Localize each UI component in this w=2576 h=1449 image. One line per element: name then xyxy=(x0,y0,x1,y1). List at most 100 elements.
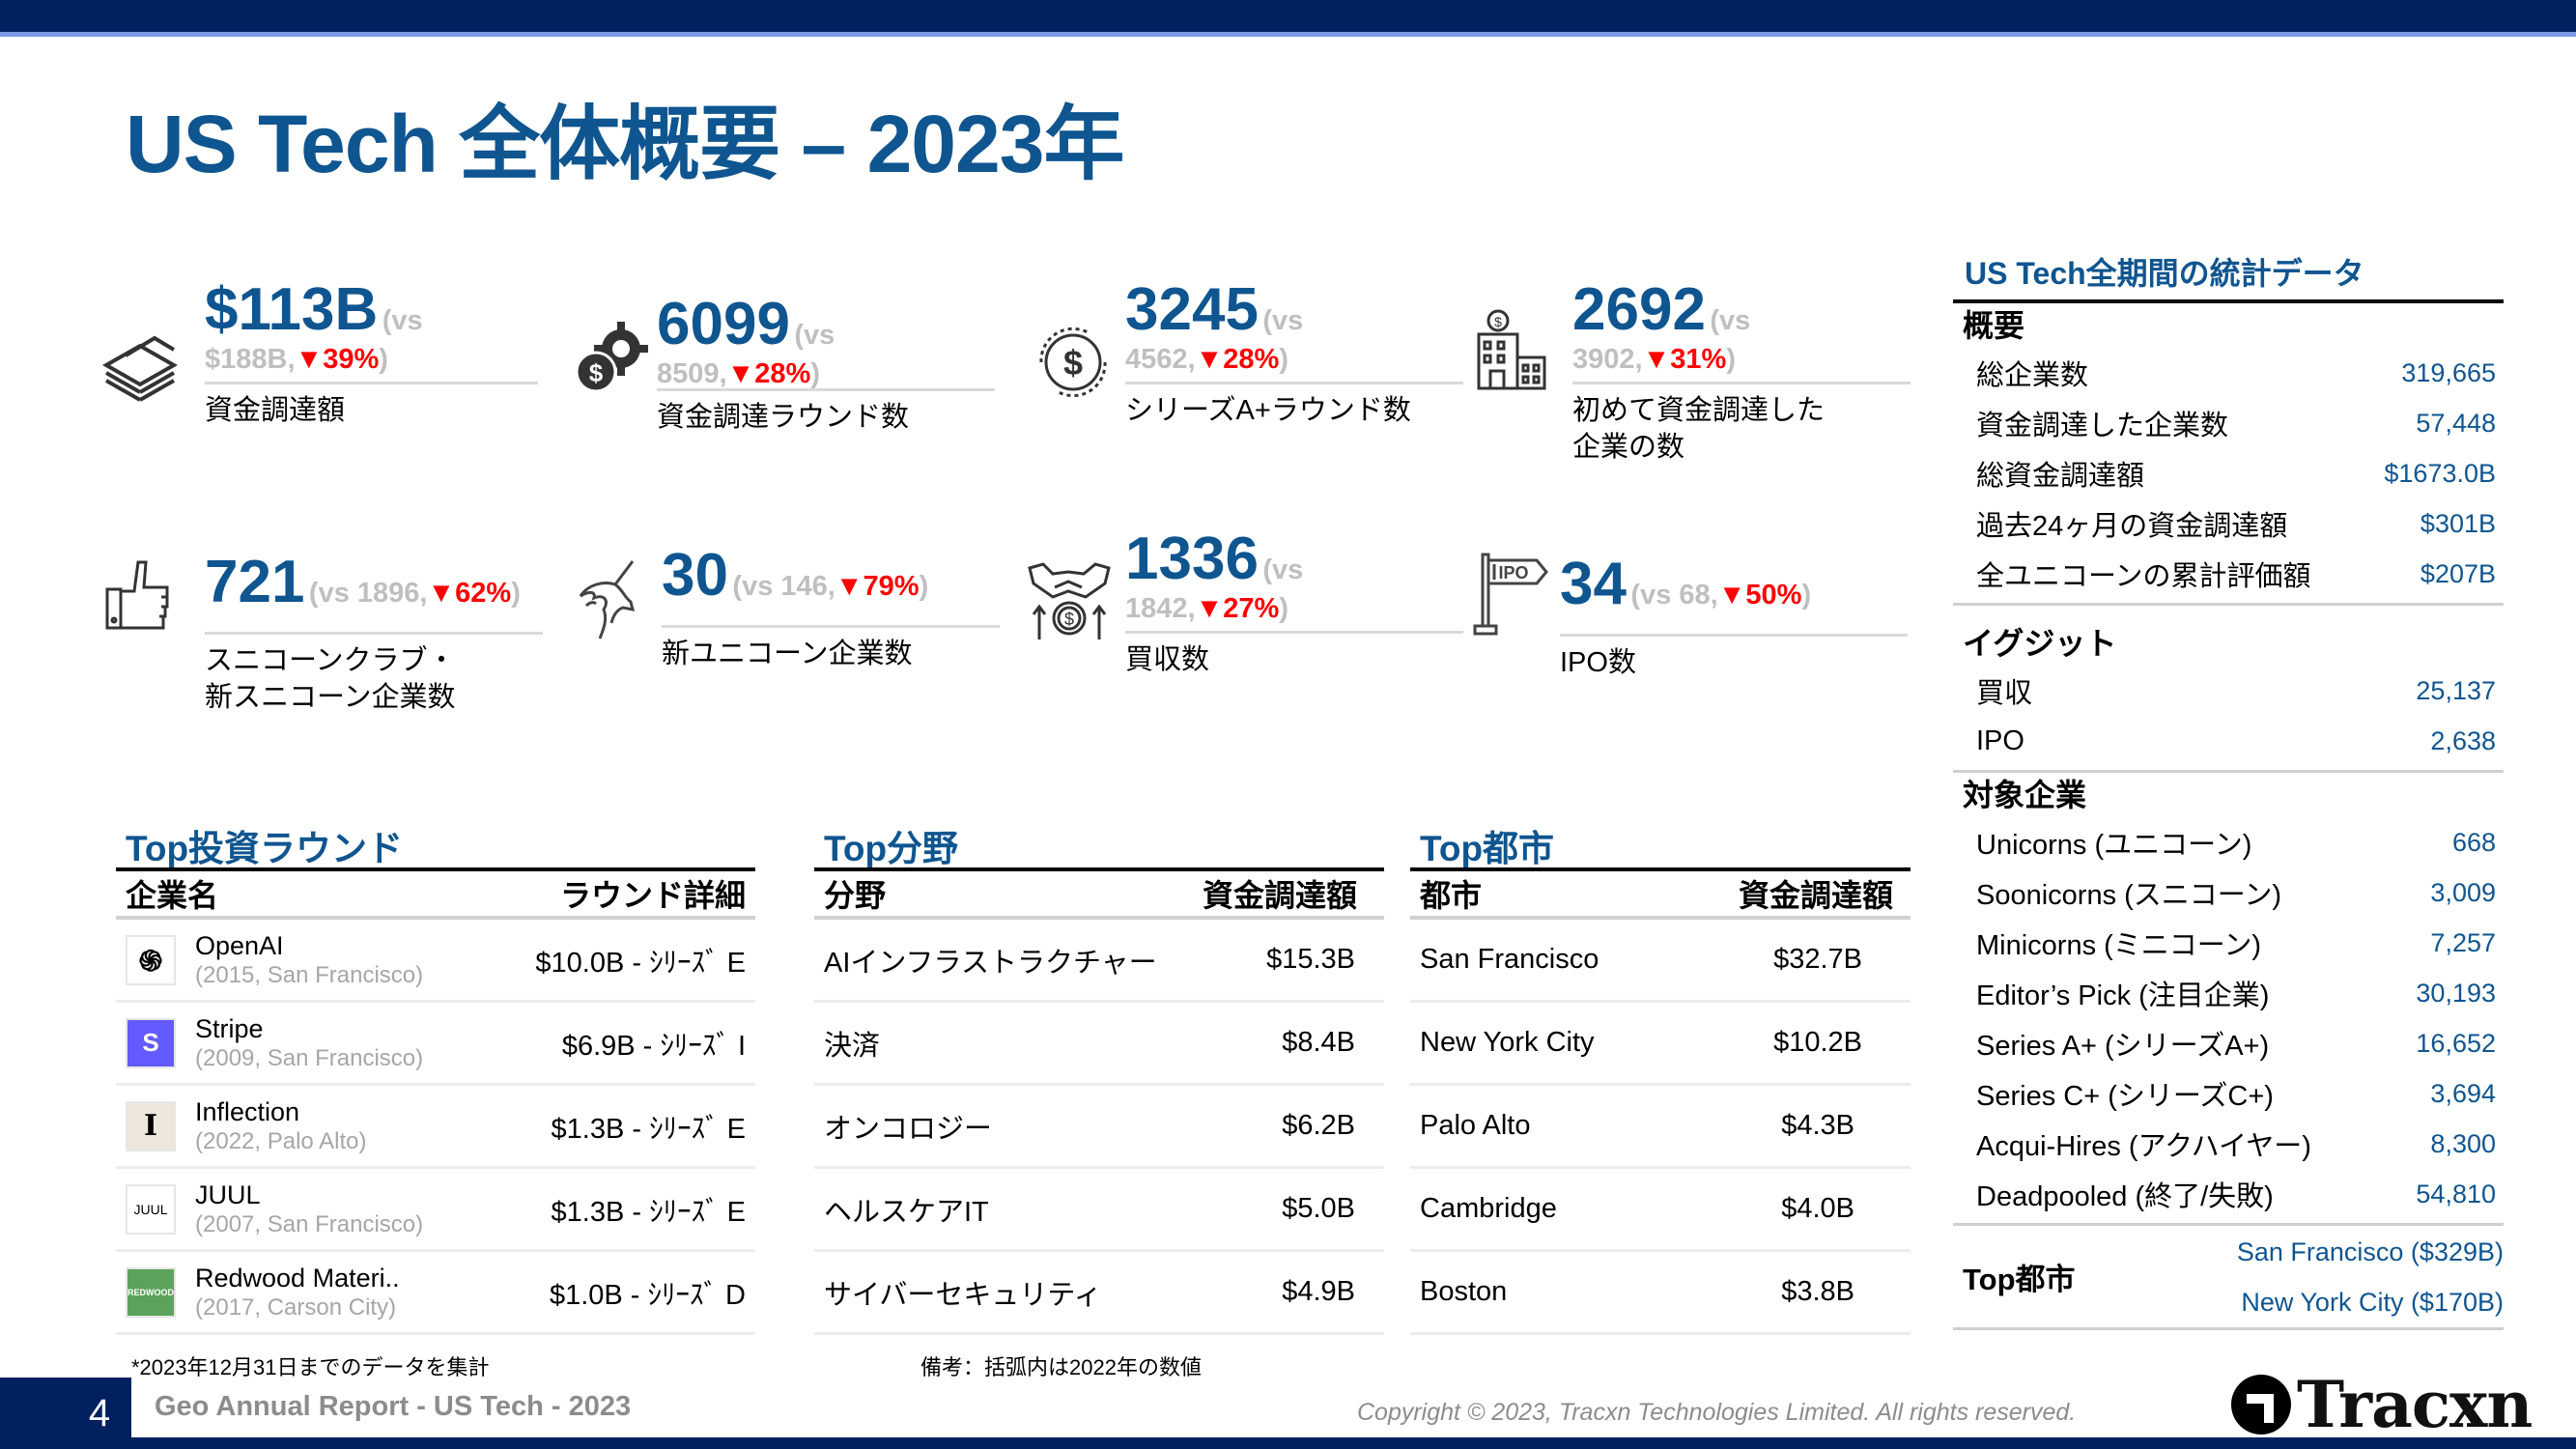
table-row[interactable]: Cambridge $4.0B xyxy=(1410,1169,1911,1252)
stat-row: Series A+ (シリーズA+) 16,652 xyxy=(1976,1028,2496,1063)
handshake-dollar-icon: $ xyxy=(1026,558,1113,645)
divider xyxy=(1125,631,1463,634)
companies-title: 対象企業 xyxy=(1963,778,2087,812)
top-sectors-title: Top分野 xyxy=(824,829,959,868)
top-cities-title: Top都市 xyxy=(1420,829,1555,868)
table-row[interactable]: REDWOOD Redwood Materi.. (2017, Carson Ci… xyxy=(116,1252,755,1335)
divider xyxy=(662,625,1000,628)
stat-row: 総企業数 319,665 xyxy=(1976,357,2496,392)
ipo-flag-icon: IPO xyxy=(1473,551,1560,638)
building-dollar-icon: $ xyxy=(1473,309,1560,396)
copyright-text: Copyright © 2023, Tracxn Technologies Li… xyxy=(1357,1399,2077,1426)
kpi-value: 721 xyxy=(205,549,305,615)
top-banner-accent-line xyxy=(0,32,2576,37)
table-row[interactable]: New York City $10.2B xyxy=(1410,1003,1911,1086)
kpi-value: 3245 xyxy=(1125,276,1259,343)
table-row[interactable]: AIインフラストラクチャー $15.3B xyxy=(814,920,1384,1003)
svg-text:$: $ xyxy=(1063,343,1083,383)
table-header: 分野 資金調達額 xyxy=(814,867,1384,920)
kpi-value: 30 xyxy=(662,542,728,609)
kpi-label: 新ユニコーン企業数 xyxy=(662,639,913,669)
panel-title: US Tech全期間の統計データ xyxy=(1965,256,2364,291)
table-row[interactable]: JUUL JUUL (2007, San Francisco) $1.3B - ｼ… xyxy=(116,1169,755,1252)
remarks-note: 備考：括弧内は2022年の数値 xyxy=(920,1355,1202,1379)
table-row[interactable]: S Stripe (2009, San Francisco) $6.9B - ｼﾘ… xyxy=(116,1003,755,1086)
table-header: 企業名 ラウンド詳細 xyxy=(116,867,755,920)
exits-title: イグジット xyxy=(1963,626,2117,661)
kpi-label: 資金調達ラウンド数 xyxy=(657,402,910,433)
divider xyxy=(205,382,538,384)
table-row[interactable]: ֍ OpenAI (2015, San Francisco) $10.0B - ｼ… xyxy=(116,920,755,1003)
change-badge: ▼28% xyxy=(1195,344,1280,375)
top-rounds-title: Top投資ラウンド xyxy=(126,829,404,868)
divider xyxy=(1560,634,1908,637)
table-row[interactable]: サイバーセキュリティ $4.9B xyxy=(814,1252,1384,1335)
stat-row: 全ユニコーンの累計評価額 $207B xyxy=(1976,558,2496,593)
stat-row: 資金調達した企業数 57,448 xyxy=(1976,408,2496,442)
stat-row: Series C+ (シリーズC+) 3,694 xyxy=(1976,1078,2496,1113)
table-row[interactable]: Boston $3.8B xyxy=(1410,1252,1911,1335)
divider xyxy=(1953,1327,2504,1330)
stat-row: 買収 25,137 xyxy=(1976,675,2496,710)
tracxn-logo: Tracxn xyxy=(2231,1367,2533,1442)
divider xyxy=(1572,382,1911,384)
svg-text:$: $ xyxy=(589,358,604,387)
stat-row: 総資金調達額 $1673.0B xyxy=(1976,458,2496,493)
top-sectors-table: 分野 資金調達額 AIインフラストラクチャー $15.3B 決済 $8.4B オンコ… xyxy=(814,867,1384,1335)
stat-row: IPO 2,638 xyxy=(1976,724,2496,756)
table-row[interactable]: ヘルスケアIT $5.0B xyxy=(814,1169,1384,1252)
table-row[interactable]: Palo Alto $4.3B xyxy=(1410,1086,1911,1169)
table-header: 都市 資金調達額 xyxy=(1410,867,1911,920)
kpi-label: 資金調達額 xyxy=(205,395,346,426)
stat-row: Acqui-Hires (アクハイヤー) 8,300 xyxy=(1976,1128,2496,1163)
juul-logo: JUUL xyxy=(126,1183,176,1235)
kpi-value: 1336 xyxy=(1125,526,1259,592)
svg-text:IPO: IPO xyxy=(1498,563,1528,582)
table-row[interactable]: San Francisco $32.7B xyxy=(1410,920,1911,1003)
divider xyxy=(1125,382,1463,384)
table-row[interactable]: I Inflection (2022, Palo Alto) $1.3B - ｼﾘ… xyxy=(116,1086,755,1169)
redwood-logo: REDWOOD xyxy=(126,1266,176,1318)
top-cities-summary: Top都市 San Francisco ($329B) New York Cit… xyxy=(1963,1236,2504,1317)
divider xyxy=(1953,1223,2504,1226)
kpi-label: 初めて資金調達した 企業の数 xyxy=(1572,395,1826,463)
dollar-gear-icon: $ xyxy=(565,314,652,401)
stripe-logo: S xyxy=(126,1017,176,1068)
change-badge: ▼79% xyxy=(835,571,920,602)
kpi-value: 6099 xyxy=(657,291,790,357)
change-badge: ▼27% xyxy=(1195,593,1280,624)
openai-logo: ֍ xyxy=(126,934,176,985)
stat-row: Minicorns (ミニコーン) 7,257 xyxy=(1976,927,2496,962)
kpi-value: $113B xyxy=(205,276,379,343)
page-number: 4 xyxy=(0,1378,131,1449)
table-row[interactable]: 決済 $8.4B xyxy=(814,1003,1384,1086)
bottom-banner xyxy=(0,1437,2576,1449)
page-title: US Tech 全体概要 – 2023年 xyxy=(126,99,1124,189)
change-badge: ▼62% xyxy=(427,578,512,609)
stat-row: Soonicorns (スニコーン) 3,009 xyxy=(1976,877,2496,912)
kpi-label: スニコーンクラブ・ 新スニコーン企業数 xyxy=(205,645,456,713)
divider xyxy=(1953,299,2504,303)
stat-row: Unicorns (ユニコーン) 668 xyxy=(1976,827,2496,862)
inflection-logo: I xyxy=(126,1100,176,1151)
divider xyxy=(657,388,995,391)
stat-row: Editor’s Pick (注目企業) 30,193 xyxy=(1976,978,2496,1012)
kpi-value: 2692 xyxy=(1572,276,1706,343)
top-rounds-table: 企業名 ラウンド詳細 ֍ OpenAI (2015, San Francisco)… xyxy=(116,867,755,1335)
divider xyxy=(205,632,543,635)
table-row[interactable]: オンコロジー $6.2B xyxy=(814,1086,1384,1169)
stat-row: 過去24ヶ月の資金調達額 $301B xyxy=(1976,508,2496,543)
report-title: Geo Annual Report - US Tech - 2023 xyxy=(155,1391,632,1422)
kpi-label: シリーズA+ラウンド数 xyxy=(1125,395,1411,426)
svg-text:$: $ xyxy=(1064,610,1074,629)
top-banner xyxy=(0,0,2576,32)
kpi-label: 買収数 xyxy=(1125,644,1210,675)
change-badge: ▼39% xyxy=(295,344,380,375)
overview-title: 概要 xyxy=(1963,308,2025,343)
change-badge: ▼28% xyxy=(726,358,811,389)
top-cities-table: 都市 資金調達額 San Francisco $32.7B New York Ci… xyxy=(1410,867,1911,1335)
all-time-stats-panel: US Tech全期間の統計データ 概要 総企業数 319,665 資金調達した企業… xyxy=(1953,249,2504,1330)
unicorn-icon xyxy=(565,555,652,642)
change-badge: ▼31% xyxy=(1642,344,1727,375)
thumbs-up-icon xyxy=(101,553,188,639)
